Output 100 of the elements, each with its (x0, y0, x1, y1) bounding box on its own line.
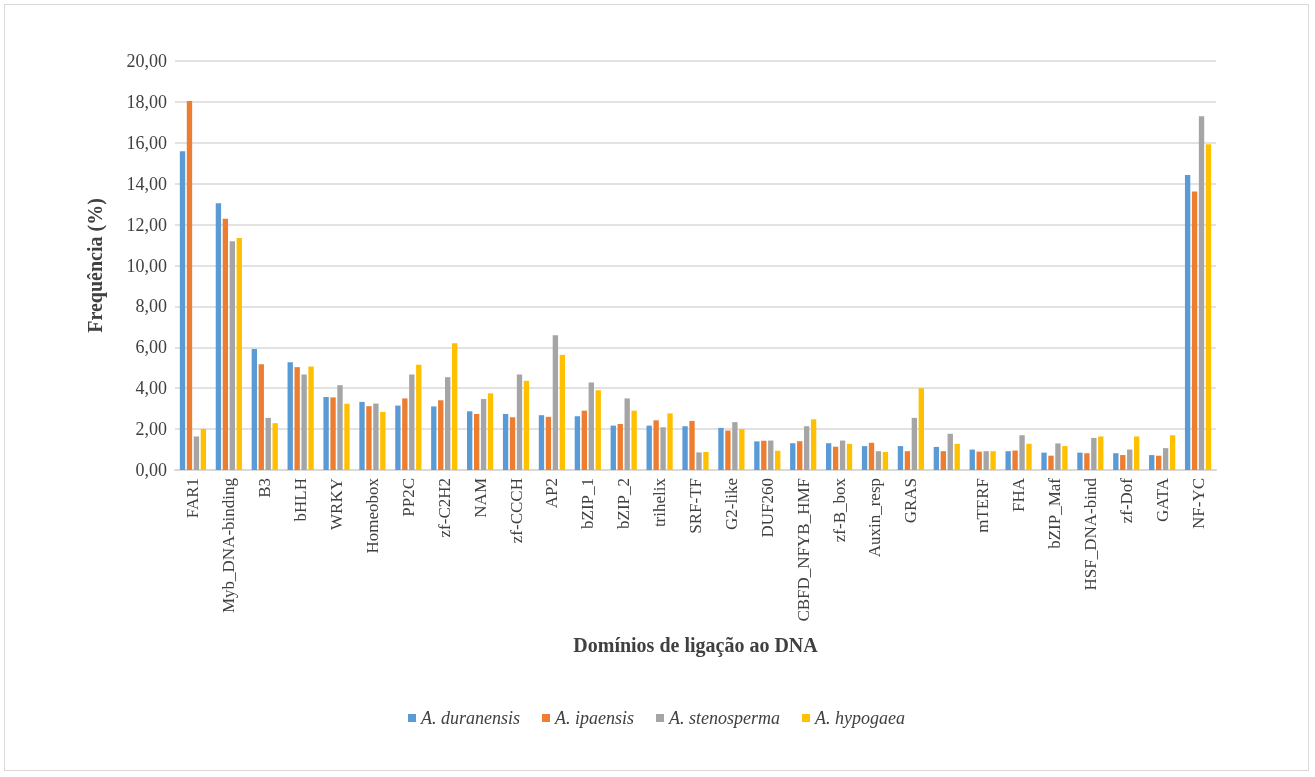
bar (1120, 455, 1126, 470)
bar (1005, 451, 1011, 470)
x-tick-label: NAM (470, 478, 490, 518)
x-tick-label: B3 (255, 478, 275, 498)
bar (1156, 455, 1162, 470)
bar (409, 374, 415, 470)
bar (487, 393, 494, 470)
bar (825, 443, 832, 470)
bar (373, 403, 379, 470)
bar (1162, 448, 1169, 470)
y-tick-label: 6,00 (135, 337, 167, 358)
y-tick-label: 18,00 (126, 91, 167, 112)
bar (1149, 455, 1155, 470)
x-tick-label: GRAS (901, 478, 921, 524)
bar (775, 450, 781, 470)
bar (1098, 436, 1104, 470)
bar (969, 449, 975, 470)
bar (868, 442, 875, 470)
bar (1084, 453, 1090, 470)
bar (1184, 174, 1191, 470)
x-tick-label: trihelix (650, 477, 670, 528)
bar (725, 430, 731, 470)
bar (1113, 453, 1119, 470)
x-tick-label: bZIP_1 (578, 478, 598, 529)
bar (839, 440, 846, 470)
bar (1041, 452, 1047, 470)
bar (359, 401, 365, 470)
bar (251, 348, 257, 470)
bar (1012, 450, 1018, 470)
bar (631, 410, 637, 470)
x-tick-label: DUF260 (757, 478, 777, 538)
bar (301, 374, 307, 470)
bar (1127, 449, 1133, 470)
bar (990, 451, 996, 470)
y-tick-label: 16,00 (126, 132, 167, 153)
bar (768, 440, 774, 470)
bar (193, 436, 200, 470)
bar (696, 452, 702, 470)
y-axis-title: Frequência (%) (84, 198, 107, 333)
bar (380, 411, 386, 470)
bar (200, 428, 207, 470)
bar (416, 364, 422, 470)
bar (954, 443, 960, 470)
x-tick-label: PP2C (398, 478, 418, 517)
x-tick-label: zf-Dof (1116, 477, 1136, 524)
x-tick-label: bZIP_Maf (1044, 477, 1064, 549)
bar (703, 452, 709, 470)
bar (581, 410, 588, 470)
bar (832, 446, 839, 470)
bar (480, 399, 487, 470)
bar (1091, 437, 1097, 470)
bar (287, 362, 293, 470)
y-tick-label: 4,00 (135, 378, 167, 399)
bar (1198, 116, 1205, 470)
bar (451, 343, 458, 470)
bar (265, 417, 271, 470)
bar (179, 151, 186, 470)
bar (1019, 435, 1025, 470)
bar (323, 396, 329, 470)
bar (431, 406, 437, 470)
x-tick-label: Myb_DNA-binding (219, 477, 239, 614)
bar (660, 427, 666, 470)
bar (438, 400, 444, 470)
bar (222, 218, 229, 470)
bar (1062, 446, 1068, 470)
bar (344, 403, 350, 470)
bar (653, 420, 659, 470)
bar (911, 417, 918, 470)
bar (947, 433, 953, 470)
x-tick-label: FHA (1009, 477, 1029, 513)
bar (846, 443, 853, 470)
bar (983, 451, 989, 470)
legend-label: A. stenosperma (668, 708, 781, 728)
x-tick-label: HSF_DNA-bind (1080, 477, 1100, 591)
bar (258, 364, 264, 470)
bar (445, 377, 451, 470)
bar (236, 237, 242, 470)
bar (1026, 443, 1032, 470)
bar (646, 425, 652, 470)
bar (574, 416, 581, 470)
bar (624, 398, 630, 470)
bar (552, 335, 559, 470)
bar (272, 423, 278, 470)
bar (402, 398, 408, 470)
bar (1169, 435, 1176, 470)
bar (523, 380, 530, 470)
bar (689, 420, 695, 470)
y-tick-label: 2,00 (135, 419, 167, 440)
x-tick-label: Homeobox (362, 477, 382, 554)
x-tick-label: CBFD_NFYB_HMF (793, 478, 813, 622)
bar (588, 382, 594, 470)
y-tick-label: 12,00 (126, 214, 167, 235)
bar (732, 422, 738, 470)
bar (739, 429, 745, 470)
bar (1048, 455, 1054, 470)
x-tick-label: zf-CCCH (506, 478, 526, 544)
y-tick-label: 14,00 (126, 173, 167, 194)
bar (366, 406, 372, 470)
bar (502, 413, 509, 470)
bar (186, 100, 193, 470)
